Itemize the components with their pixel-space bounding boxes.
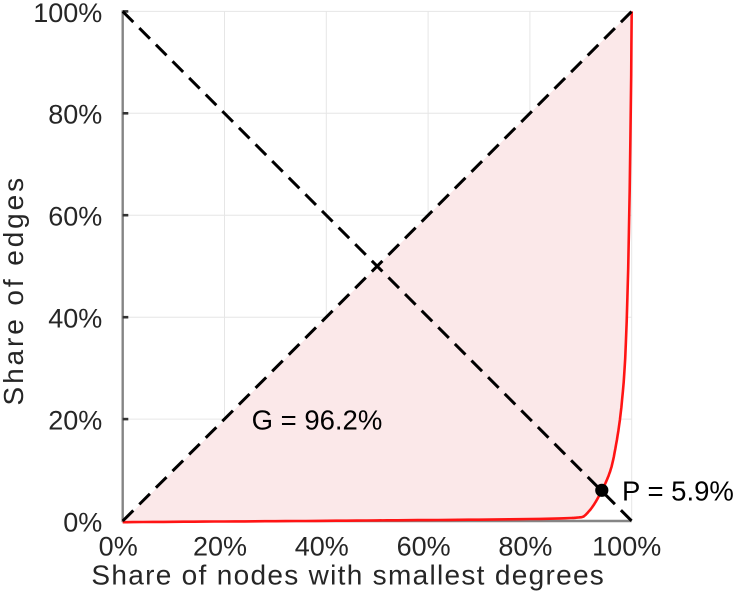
svg-text:80%: 80% xyxy=(48,100,102,130)
svg-text:60%: 60% xyxy=(397,531,451,561)
svg-text:Share of nodes with smallest d: Share of nodes with smallest degrees xyxy=(91,560,605,591)
svg-text:100%: 100% xyxy=(592,531,661,561)
svg-text:60%: 60% xyxy=(48,202,102,232)
svg-text:P = 5.9%: P = 5.9% xyxy=(622,475,734,506)
svg-text:0%: 0% xyxy=(63,507,102,537)
svg-text:40%: 40% xyxy=(295,531,349,561)
svg-text:Share of edges: Share of edges xyxy=(0,175,29,406)
svg-text:20%: 20% xyxy=(193,531,247,561)
svg-text:G = 96.2%: G = 96.2% xyxy=(252,404,383,435)
svg-text:20%: 20% xyxy=(48,406,102,436)
svg-text:100%: 100% xyxy=(33,0,102,28)
svg-text:80%: 80% xyxy=(498,531,552,561)
svg-text:0%: 0% xyxy=(99,531,138,561)
svg-text:40%: 40% xyxy=(48,304,102,334)
